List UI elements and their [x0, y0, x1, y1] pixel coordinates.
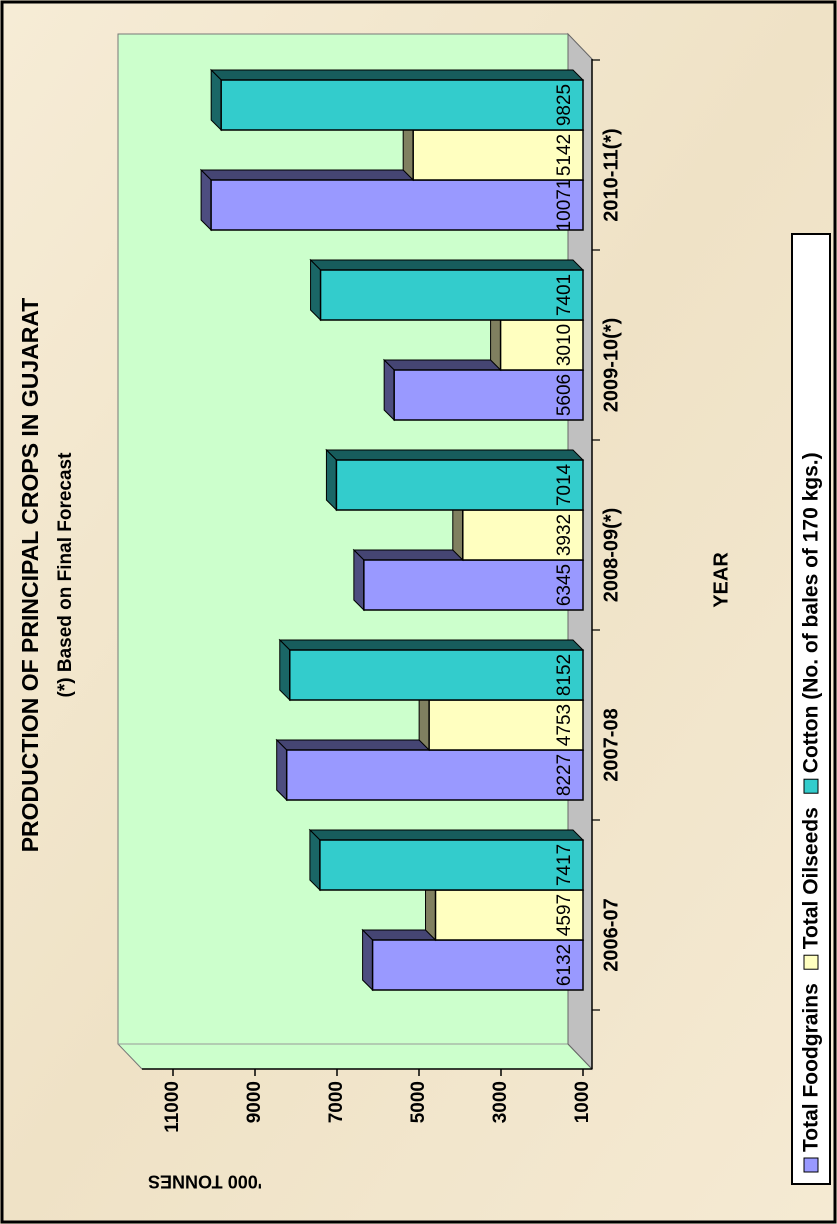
data-label: 9825 — [554, 84, 575, 126]
y-tick-label: 11000 — [162, 1081, 183, 1133]
legend-swatch — [803, 954, 819, 970]
chart-subtitle: (*) Based on Final Forecast — [55, 452, 76, 698]
data-label: 8227 — [554, 754, 575, 796]
rotated-chart: PRODUCTION OF PRINCIPAL CROPS IN GUJARAT… — [17, 32, 831, 1191]
y-tick-label: 5000 — [408, 1081, 429, 1123]
legend-swatch — [803, 1157, 819, 1173]
bar — [210, 179, 584, 231]
x-tick-label: 2010-11(*) — [600, 128, 622, 221]
bar-side — [209, 69, 585, 81]
data-label: 4753 — [554, 704, 575, 746]
bar — [220, 79, 584, 131]
bar — [319, 839, 584, 891]
bar — [363, 559, 584, 611]
y-tick-label: 9000 — [244, 1081, 265, 1123]
y-axis-title: '000 TONNES — [148, 1171, 262, 1191]
legend-label: Cotton (No. of bales of 170 kgs.) — [800, 452, 823, 773]
x-tick-label: 2006-07 — [600, 898, 622, 971]
data-label: 7417 — [554, 844, 575, 886]
bar-side — [309, 259, 585, 271]
data-label: 10071 — [554, 179, 575, 232]
bar — [285, 749, 584, 801]
x-tick-label: 2008-09(*) — [600, 508, 622, 603]
bar-cap — [200, 168, 212, 232]
bar — [335, 459, 584, 511]
data-label: 7401 — [554, 274, 575, 316]
bar — [371, 939, 584, 991]
bar-cap — [276, 738, 288, 802]
bar — [289, 649, 584, 701]
data-label: 6132 — [554, 944, 575, 986]
x-tick-label: 2007-08 — [600, 708, 622, 781]
legend-label: Total Foodgrains — [800, 983, 823, 1152]
data-label: 5606 — [554, 374, 575, 416]
y-tick-label: 3000 — [490, 1081, 511, 1123]
legend-swatch — [803, 778, 819, 794]
bar — [319, 269, 584, 321]
legend — [791, 233, 831, 1185]
data-label: 6345 — [554, 564, 575, 606]
bar-cap — [325, 448, 337, 512]
bar-cap — [310, 258, 322, 322]
bar-cap — [383, 358, 395, 422]
bar — [393, 369, 584, 421]
data-label: 4597 — [554, 894, 575, 936]
data-label: 7014 — [554, 463, 575, 506]
bar-cap — [279, 638, 291, 702]
bar-side — [308, 829, 585, 841]
data-label: 3932 — [554, 514, 575, 556]
bar-cap — [353, 548, 365, 612]
bar-cap — [362, 928, 374, 992]
bar-side — [325, 449, 585, 461]
bar-cap — [210, 68, 222, 132]
bar-cap — [309, 828, 321, 892]
data-label: 5142 — [554, 134, 575, 176]
data-label: 8152 — [554, 654, 575, 696]
y-tick-label: 7000 — [326, 1081, 347, 1123]
chart-title: PRODUCTION OF PRINCIPAL CROPS IN GUJARAT — [17, 298, 43, 853]
y-tick-label: 1000 — [572, 1081, 593, 1123]
x-axis-title: YEAR — [710, 552, 732, 608]
bar-side — [278, 639, 585, 651]
legend-label: Total Oilseeds — [800, 807, 823, 949]
data-label: 3010 — [554, 324, 575, 366]
x-tick-label: 2009-10(*) — [600, 318, 622, 413]
